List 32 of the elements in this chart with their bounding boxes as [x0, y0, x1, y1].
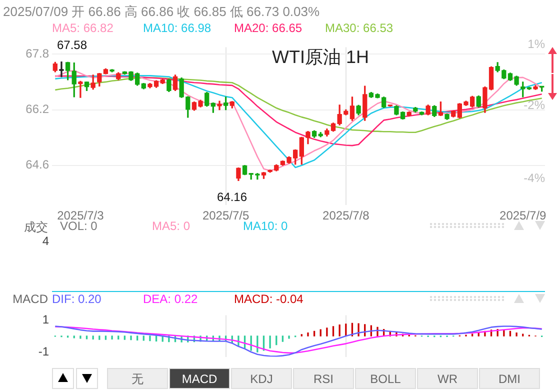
- text: MA30: 66.53: [325, 21, 394, 35]
- text: MA5: 66.82: [52, 21, 114, 35]
- text: 无: [107, 368, 168, 389]
- text: MA10: 66.98: [143, 21, 212, 35]
- annotation: -2%: [524, 98, 545, 112]
- series-label: DIF: 0.20: [52, 292, 102, 306]
- text: MA5: 0: [152, 219, 190, 233]
- text: MACD: [169, 368, 230, 389]
- text: 4: [41, 234, 49, 248]
- x-tick-label: 2025/7/9: [500, 208, 547, 223]
- text: DEA: 0.22: [143, 292, 199, 306]
- text: DMI: [479, 368, 540, 389]
- chart-subtitle: 2025/07/09 开 66.86 高 66.86 收 66.85 低 66.73 0.03%: [3, 3, 320, 21]
- annotation: 64.16: [216, 190, 248, 204]
- y-tick-label: 1: [42, 312, 50, 326]
- annotation: 67.58: [57, 38, 88, 52]
- y-tick-label: 64.6: [26, 158, 50, 172]
- text: WR: [417, 368, 478, 389]
- y-tick-label: 66.2: [26, 102, 50, 116]
- text: 成交: [23, 219, 48, 236]
- y-axis-title: MACD: [12, 292, 48, 306]
- text: RSI: [293, 368, 354, 389]
- y-tick-label: 67.8: [26, 46, 50, 60]
- annotation: -4%: [524, 171, 545, 185]
- text: KDJ: [231, 368, 292, 389]
- text: BOLL: [355, 368, 416, 389]
- x-tick-label: 2025/7/8: [322, 208, 370, 223]
- y-tick-label: -1: [38, 344, 50, 358]
- annotation: 1%: [528, 37, 545, 51]
- text: MACD: -0.04: [234, 292, 304, 306]
- text: MA20: 66.65: [234, 21, 304, 35]
- chart-title: WTI原油 1H: [272, 46, 369, 69]
